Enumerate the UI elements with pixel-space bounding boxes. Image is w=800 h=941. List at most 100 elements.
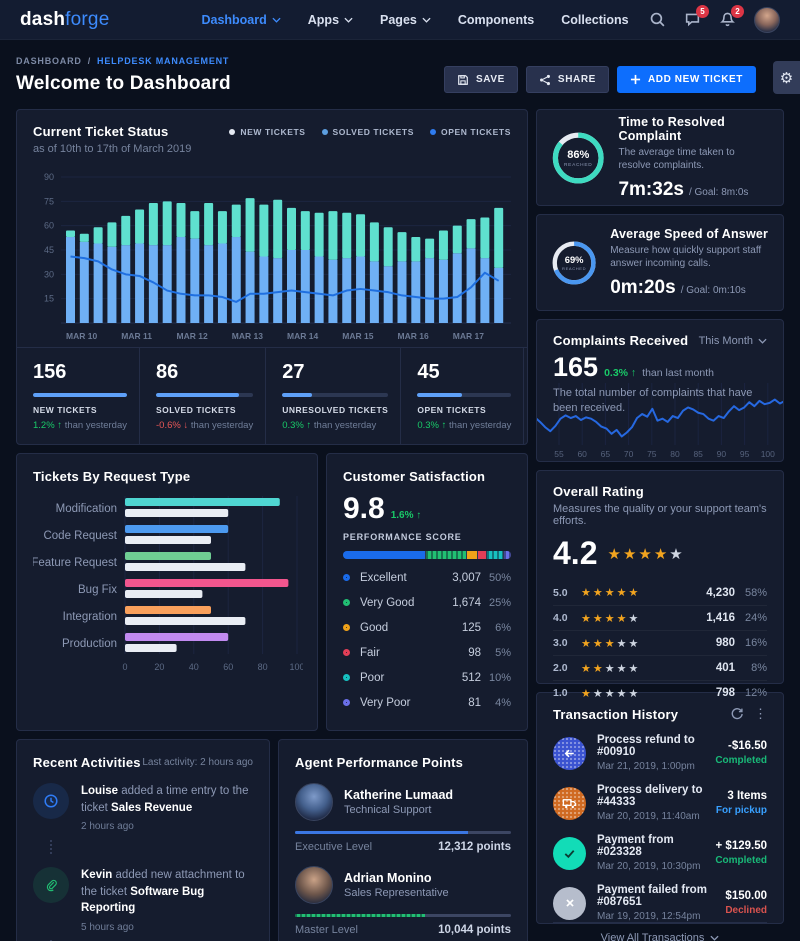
main-content: Current Ticket Status as of 10th to 17th… [0, 109, 800, 941]
svg-text:55: 55 [554, 449, 564, 459]
arrow-up-icon: ↑ [57, 420, 63, 431]
speed-of-answer-card: 69% REACHED Average Speed of Answer Measu… [536, 214, 784, 311]
stat-label: NEW TICKETS [33, 405, 98, 415]
stat-unresolved-tickets: 27 UNRESOLVED TICKETS 0.3% ↑ than yester… [265, 348, 400, 444]
svg-text:100: 100 [289, 662, 303, 672]
transaction-item[interactable]: Payment failed from #087651 Mar 19, 2019,… [553, 884, 767, 922]
legend-dot [429, 129, 436, 135]
breadcrumb-dashboard[interactable]: DASHBOARD [16, 56, 82, 66]
ring-icon [343, 624, 350, 631]
satisfaction-row-excellent: Excellent 3,007 50% [343, 565, 511, 590]
notifications-icon[interactable]: 2 [719, 4, 744, 29]
performance-score-label: PERFORMANCE SCORE [343, 532, 462, 542]
user-avatar[interactable] [754, 6, 780, 33]
transaction-item[interactable]: Payment from #023328 Mar 20, 2019, 10:30p… [553, 834, 767, 872]
satisfaction-row-good: Good 125 6% [343, 615, 511, 640]
stat-change: -0.6% ↓ than yesterday [156, 420, 254, 431]
legend-dot [229, 129, 236, 135]
month-filter-dropdown[interactable]: This Month [699, 335, 767, 347]
gear-icon: ⚙ [779, 69, 794, 87]
transaction-item[interactable]: Process delivery to #44333 Mar 20, 2019, … [553, 784, 767, 822]
legend-open-tickets[interactable]: OPEN TICKETS [429, 127, 511, 137]
share-icon [539, 74, 550, 85]
legend-dot [321, 129, 328, 135]
nav-item-label: Dashboard [201, 12, 267, 27]
nav-right: 5 2 [649, 4, 780, 33]
svg-text:100: 100 [761, 449, 775, 459]
svg-text:85: 85 [693, 449, 703, 459]
speed-goal: / Goal: 0m:10s [680, 284, 746, 296]
stat-progress [156, 393, 254, 397]
timeline-connector [50, 839, 253, 854]
complaints-received-card: Complaints Received This Month 165 0.3% … [536, 319, 784, 462]
nav-item-pages[interactable]: Pages [380, 13, 431, 27]
breadcrumb: DASHBOARD / HELPDESK MANAGEMENT [16, 56, 231, 66]
rating-row: 1.0 ★★★★★ 798 12% [553, 680, 767, 705]
svg-text:60: 60 [577, 449, 587, 459]
svg-text:75: 75 [647, 449, 657, 459]
resolved-time: 7m:32s [618, 178, 684, 200]
status-badge: Declined [725, 905, 767, 916]
ring-icon [343, 574, 350, 581]
breadcrumb-separator: / [87, 56, 92, 66]
share-button[interactable]: SHARE [525, 66, 609, 93]
share-label: SHARE [557, 74, 596, 85]
rating-row: 4.0 ★★★★★ 1,416 24% [553, 605, 767, 630]
complaints-title: Complaints Received [553, 333, 689, 348]
agent-role: Technical Support [344, 804, 432, 816]
status-badge: Completed [715, 755, 767, 766]
agent-avatar [295, 866, 333, 904]
svg-text:90: 90 [717, 449, 727, 459]
view-all-transactions-link[interactable]: View All Transactions [553, 922, 767, 941]
agent-performance-card: Agent Performance Points Katherine Lumaa… [278, 739, 528, 941]
search-icon[interactable] [649, 11, 667, 29]
resolved-desc: The average time taken to resolve compla… [618, 146, 735, 172]
ring-icon [343, 649, 350, 656]
transaction-item[interactable]: Process refund to #00910 Mar 21, 2019, 1:… [553, 734, 767, 772]
refresh-icon[interactable] [730, 707, 744, 721]
messages-icon[interactable]: 5 [684, 4, 709, 29]
speed-title: Average Speed of Answer [610, 226, 769, 241]
star-icons: ★★★★★ [581, 612, 641, 625]
left-column: Current Ticket Status as of 10th to 17th… [16, 109, 635, 941]
arrow-down-icon: ↓ [183, 420, 189, 431]
arrow-left-icon [553, 736, 586, 770]
svg-text:0: 0 [122, 662, 127, 672]
nav-item-components[interactable]: Components [458, 13, 534, 27]
ring-icon [343, 599, 350, 606]
header-actions: SAVE SHARE ADD NEW TICKET [444, 66, 756, 93]
add-new-ticket-button[interactable]: ADD NEW TICKET [616, 66, 756, 93]
svg-text:80: 80 [258, 662, 268, 672]
settings-panel-button[interactable]: ⚙ [773, 61, 800, 94]
svg-text:REACHED: REACHED [564, 162, 592, 168]
svg-text:60: 60 [44, 221, 54, 231]
save-button[interactable]: SAVE [444, 66, 518, 93]
stat-change: 1.2% ↑ than yesterday [33, 420, 128, 431]
stat-progress [282, 393, 389, 397]
star-icons: ★★★★★ [581, 587, 641, 599]
satisfaction-change: 1.6% ↑ [390, 510, 422, 521]
stat-change: 0.3% ↑ than yesterday [282, 420, 377, 431]
satisfaction-card: Customer Satisfaction 9.8 1.6% ↑ PERFORM… [326, 453, 528, 731]
stat-new-tickets: 156 NEW TICKETS 1.2% ↑ than yesterday [17, 348, 139, 444]
nav-item-dashboard[interactable]: Dashboard [201, 12, 281, 27]
breadcrumb-current[interactable]: HELPDESK MANAGEMENT [97, 56, 230, 66]
svg-text:95: 95 [740, 449, 750, 459]
rating-row: 2.0 ★★★★★ 401 8% [553, 655, 767, 680]
arrow-up-icon: ↑ [441, 420, 447, 431]
nav-item-collections[interactable]: Collections [561, 13, 628, 27]
svg-text:60: 60 [223, 662, 233, 672]
logo[interactable]: dashforge [20, 9, 109, 31]
legend-solved-tickets[interactable]: SOLVED TICKETS [321, 127, 414, 137]
kebab-menu-icon[interactable]: ⋮ [754, 706, 767, 721]
ring-icon [343, 674, 350, 681]
stat-label: OPEN TICKETS [417, 405, 487, 415]
chevron-down-icon [422, 17, 431, 23]
legend-new-tickets[interactable]: NEW TICKETS [229, 127, 305, 137]
stat-progress [33, 393, 128, 397]
nav-item-apps[interactable]: Apps [308, 13, 353, 27]
stat-progress [417, 393, 512, 397]
activity-item: Kevin added new attachment to the ticket… [33, 866, 253, 936]
status-badge: Completed [715, 855, 767, 866]
page-header: DASHBOARD / HELPDESK MANAGEMENT Welcome … [0, 40, 800, 109]
